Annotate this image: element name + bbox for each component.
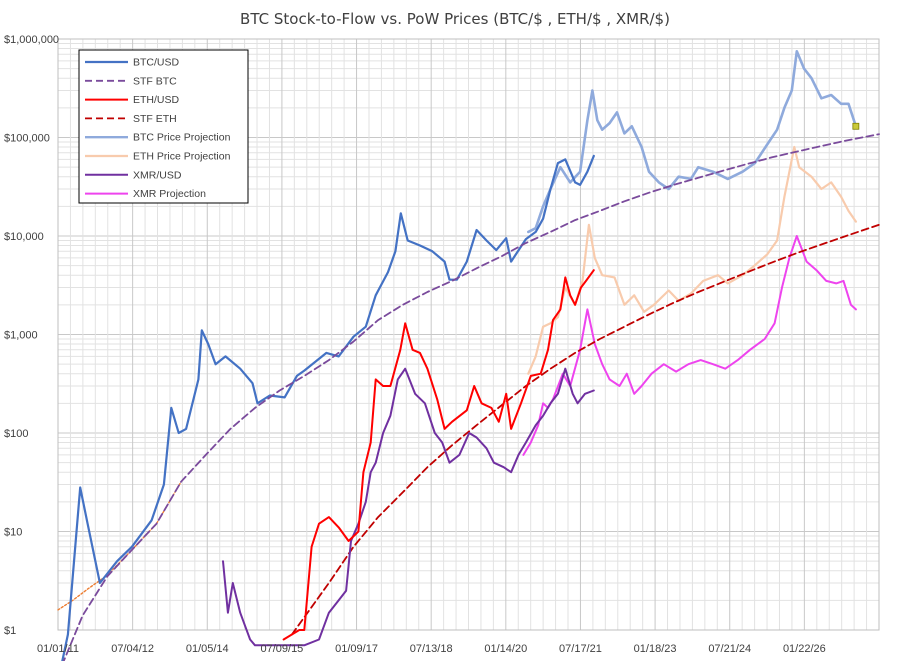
series-trend-fit-unlabeled [57,481,182,611]
x-tick-label: 07/13/18 [410,643,453,655]
x-tick-label: 01/22/26 [783,643,826,655]
x-tick-label: 01/18/23 [634,643,677,655]
legend-label: BTC Price Projection [133,132,231,144]
y-tick-label: $10,000 [4,231,44,243]
legend-label: XMR/USD [133,169,182,181]
series-xmr-usd [222,367,595,647]
legend-label: XMR Projection [133,188,206,200]
series-xmr-projection [522,235,857,456]
y-tick-label: $10 [4,527,22,539]
plot-frame [57,38,880,631]
legend: BTC/USD STF BTC ETH/USD STF ETH BTC Price Pr… [78,49,249,204]
y-tick-label: $1,000,000 [4,34,59,46]
legend-label: BTC/USD [133,57,180,69]
series-btc-price-projection [526,49,858,234]
y-tick-label: $1,000 [4,330,38,342]
y-tick-label: $100 [4,428,28,440]
series-btc-usd [61,154,595,661]
legend-label: ETH/USD [133,94,180,106]
x-tick-label: 01/09/17 [335,643,378,655]
series-layer [57,49,880,661]
x-tick-label: 07/17/21 [559,643,602,655]
x-tick-label: 07/04/12 [111,643,154,655]
x-tick-label: 01/14/20 [484,643,527,655]
legend-label: ETH Price Projection [133,151,231,163]
y-axis: $1 $10 $100 $1,000 $10,000 $100,000 $1,000,000 [4,34,59,637]
y-tick-label: $100,000 [4,133,50,145]
legend-label: STF BTC [133,75,177,87]
x-tick-label: 01/05/14 [186,643,229,655]
y-tick-label: $1 [4,625,16,637]
x-tick-label: 07/21/24 [708,643,751,655]
x-tick-label: 01/01/11 [37,643,79,655]
x-tick-label: 07/09/15 [260,643,303,655]
legend-box [78,49,249,204]
x-axis: 01/01/11 07/04/12 01/05/14 07/09/15 01/09/17… [37,643,826,655]
series-stf-btc [62,133,880,661]
legend-label: STF ETH [133,113,177,125]
projection-end-marker [852,122,860,130]
series-eth-usd [282,269,595,641]
chart-title: BTC Stock-to-Flow vs. PoW Prices (BTC/$ … [240,10,670,28]
